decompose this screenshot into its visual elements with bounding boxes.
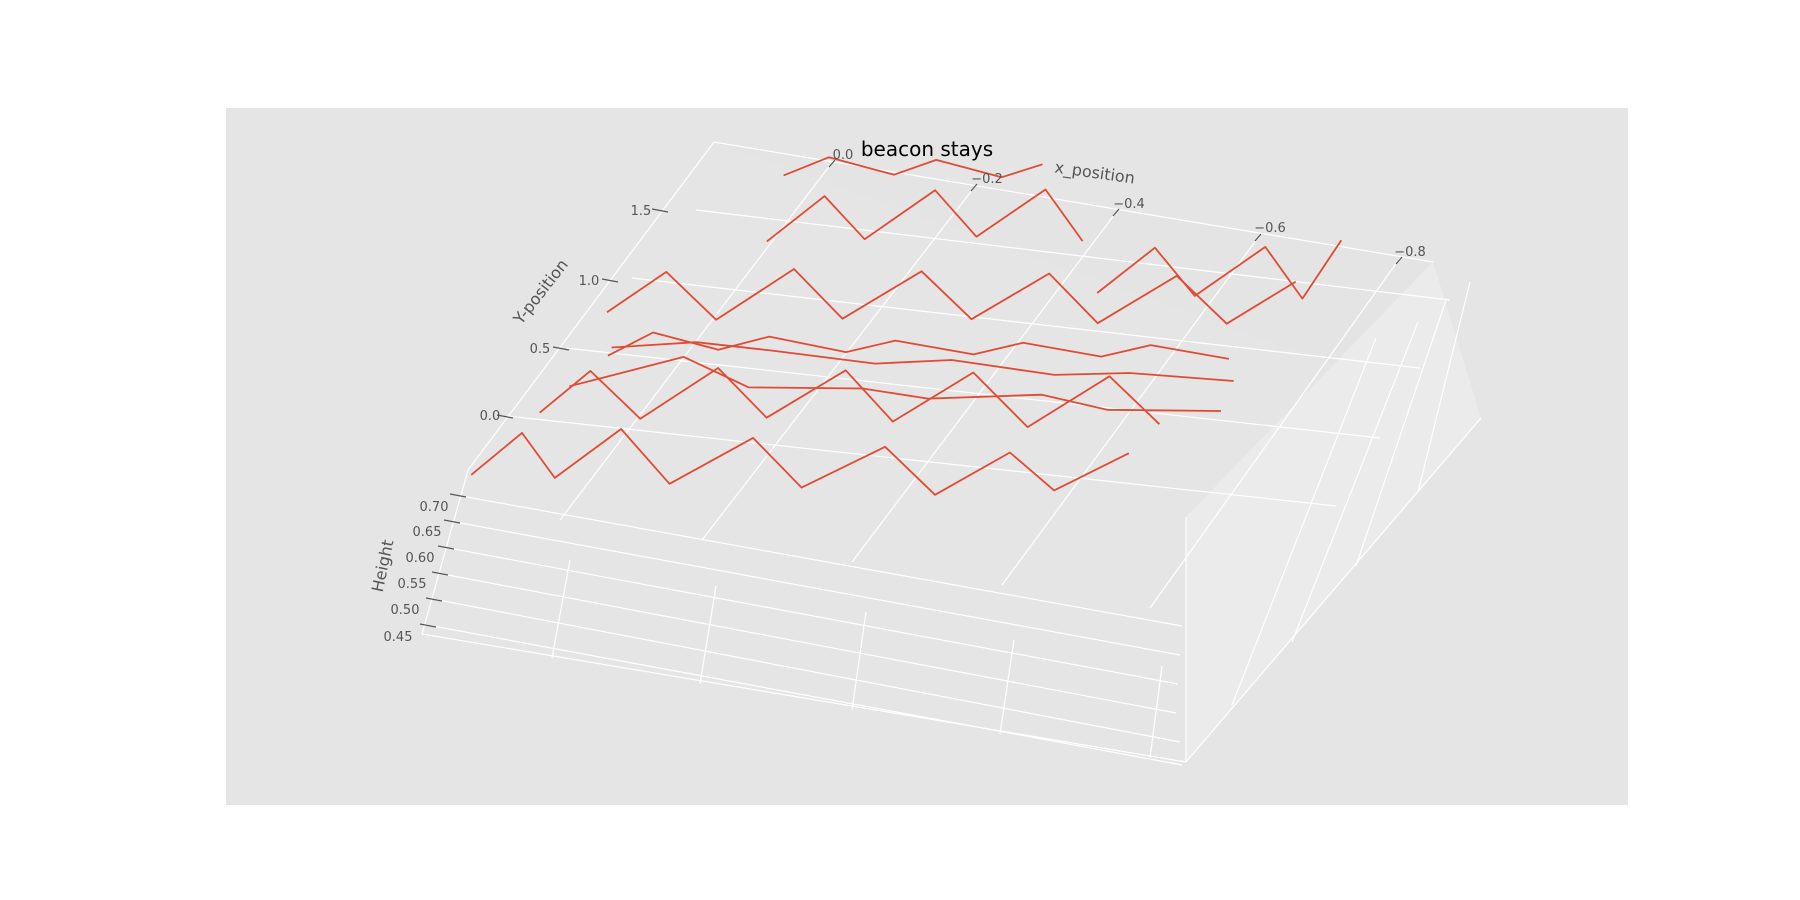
gridline [999,639,1015,735]
x-tick-mark [1395,256,1403,265]
z-tick-mark [437,545,455,550]
gridline [559,159,835,521]
gridline [421,469,469,635]
gridline [449,493,1183,627]
side-pane [1186,262,1481,762]
gridline [1185,417,1482,763]
y-tick-mark [651,208,669,213]
trajectory-line [766,188,1084,243]
gridline [551,559,571,659]
x-tick-label: −0.4 [1113,197,1145,212]
trajectory-line [470,428,1130,496]
y-tick-mark [601,278,619,283]
z-tick-label: 0.50 [391,603,420,618]
gridline [631,277,1421,369]
x-tick-mark [828,159,836,168]
trajectory-line [783,156,1043,179]
gridline [1417,281,1471,493]
gridline [431,571,1177,714]
z-tick-mark [425,597,443,602]
gridline [437,545,1179,685]
z-tick-label: 0.65 [413,525,442,540]
trajectory-line [569,356,1222,412]
trajectory-line [539,367,1161,428]
trajectory-line [607,331,1230,360]
y-tick-label: 0.5 [530,342,551,357]
y-tick-label: 1.0 [579,274,600,289]
gridline [565,347,1381,439]
z-tick-mark [419,623,437,628]
gridline [427,597,1181,743]
gridline [701,184,977,541]
z-tick-label: 0.45 [384,630,413,645]
gridline [506,415,1337,507]
x-tick-label: −0.2 [971,172,1003,187]
gridline [443,519,1181,656]
x-tick-mark [1254,233,1262,242]
trajectory-line [611,341,1234,382]
y-tick-label: 0.0 [480,409,501,424]
x-tick-mark [1112,208,1120,217]
gridline [695,209,1451,301]
x-tick-label: 0.0 [833,148,854,163]
y-tick-label: 1.5 [631,204,652,219]
gridline [1291,321,1419,643]
z-tick-label: 0.55 [398,577,427,592]
gridline [1149,257,1401,609]
gridline [421,623,1183,766]
trajectory-lines [470,156,1343,496]
z-tick-mark [449,493,467,498]
gridline [1231,337,1377,706]
gridline [851,611,867,711]
y-tick-mark [552,346,570,351]
gridline [1149,665,1163,759]
trajectory-line [1096,239,1343,300]
gridline [421,633,1187,763]
x-tick-label: −0.6 [1254,221,1286,236]
gridline [467,141,715,471]
x-tick-label: −0.8 [1394,245,1426,260]
y-tick-mark [496,414,514,419]
z-tick-mark [443,519,461,524]
back-pane [468,142,1433,517]
tick-marks [419,159,1403,628]
z-tick-label: 0.60 [406,551,435,566]
z-tick-mark [431,571,449,576]
x-tick-mark [970,183,978,192]
gridline [1355,299,1447,567]
z-tick-label: 0.70 [420,500,449,515]
gridline [699,585,717,685]
chart-title: beacon stays [861,137,993,161]
gridline [851,209,1119,563]
